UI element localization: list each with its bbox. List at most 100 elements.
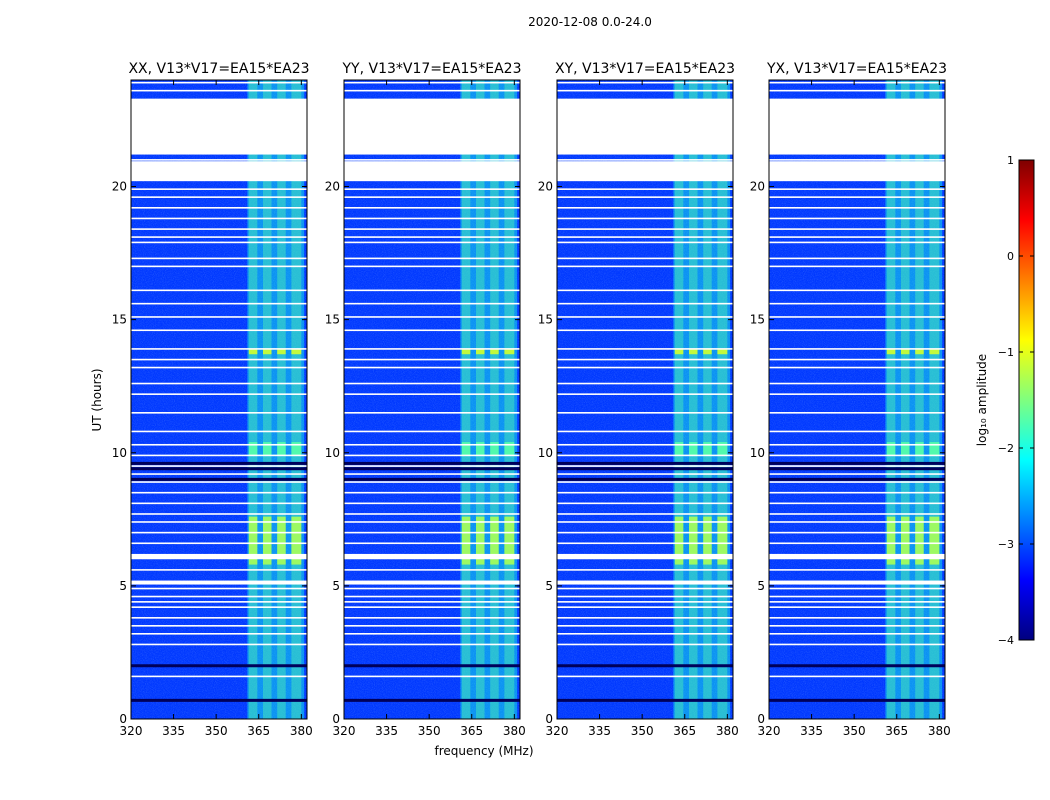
flag-line [344, 569, 520, 571]
panel-title: YY, V13*V17=EA15*EA23 [342, 61, 522, 77]
strong-rfi [248, 348, 258, 355]
rfi-band [460, 80, 518, 719]
strong-rfi [901, 348, 910, 355]
flag-line [344, 302, 520, 305]
panel-xy-image [557, 80, 733, 719]
flag-line [557, 228, 733, 230]
flag-line [557, 196, 733, 198]
strong-rfi [277, 516, 286, 565]
flag-line [769, 521, 945, 523]
rfi-channel [291, 80, 302, 719]
strong-rfi [476, 348, 485, 355]
strong-rfi [674, 442, 684, 456]
flag-line [769, 675, 945, 678]
rfi-channel [476, 80, 485, 719]
rfi-channel [490, 80, 499, 719]
flag-line [344, 473, 520, 475]
flag-line [769, 412, 945, 414]
flag-line [769, 302, 945, 305]
flag-line [557, 207, 733, 209]
colorbar: −4 −3 −2 −1 0 1 log₁₀ amplitude [975, 154, 1035, 647]
flag-line [557, 443, 733, 446]
flag-line [344, 481, 520, 483]
flag-line [131, 473, 307, 475]
flag-line [557, 316, 733, 318]
flag-line [769, 81, 945, 84]
flag-line [131, 366, 307, 369]
flag-line [131, 236, 307, 238]
flag-line [557, 465, 733, 467]
strong-rfi [490, 442, 499, 456]
dark-line [344, 467, 520, 471]
y-tick-label: 20 [538, 180, 553, 194]
rfi-channel [277, 80, 286, 719]
colorbar-label: log₁₀ amplitude [975, 354, 989, 446]
flag-line [131, 412, 307, 414]
strong-rfi [703, 442, 712, 456]
x-tick-label: 350 [843, 724, 866, 738]
colorbar-gradient [1018, 159, 1035, 641]
flagged-interval [131, 98, 307, 155]
flag-line [557, 595, 733, 598]
flag-line [557, 675, 733, 678]
flag-line [344, 430, 520, 433]
flagged-interval [131, 580, 307, 585]
flag-line [344, 491, 520, 494]
flag-line [344, 228, 520, 230]
y-tick-label: 0 [119, 712, 127, 726]
dark-line [769, 477, 945, 481]
strong-rfi [490, 516, 499, 565]
y-tick-label: 5 [757, 579, 765, 593]
flag-line [769, 241, 945, 244]
x-tick-label: 320 [120, 724, 143, 738]
flag-line [557, 521, 733, 523]
panel-title: XY, V13*V17=EA15*EA23 [555, 61, 735, 77]
strong-rfi [717, 348, 728, 355]
flag-line [769, 236, 945, 238]
flag-line [131, 454, 307, 457]
x-tick-label: 320 [758, 724, 781, 738]
flag-line [557, 217, 733, 220]
flag-line [131, 145, 307, 148]
strong-rfi [504, 348, 515, 355]
flag-line [131, 228, 307, 230]
flag-line [344, 145, 520, 148]
dark-line [344, 477, 520, 481]
strong-rfi [476, 442, 485, 456]
flagged-interval [769, 553, 945, 560]
flag-line [344, 382, 520, 385]
flag-line [131, 257, 307, 260]
flag-line [769, 289, 945, 292]
flag-line [769, 265, 945, 268]
flag-line [344, 196, 520, 198]
strong-rfi [886, 348, 896, 355]
rfi-channel [263, 80, 272, 719]
figure-suptitle: 2020-12-08 0.0-24.0 [528, 15, 652, 29]
dark-line [344, 461, 520, 465]
flag-line [557, 302, 733, 305]
flagged-interval [769, 98, 945, 155]
flag-line [557, 513, 733, 515]
colorbar-tick-label: −3 [998, 538, 1014, 551]
x-tick-label: 335 [588, 724, 611, 738]
flag-line [557, 265, 733, 268]
strong-rfi [915, 348, 924, 355]
flag-line [557, 329, 733, 332]
strong-rfi [886, 516, 896, 565]
x-tick-label: 365 [673, 724, 696, 738]
strong-rfi [689, 516, 698, 565]
panel-xx-image [131, 80, 307, 719]
flag-line [131, 348, 307, 350]
y-tick-label: 15 [112, 313, 127, 327]
flag-line [344, 217, 520, 220]
flag-line [557, 89, 733, 92]
flag-line [344, 542, 520, 545]
dark-line [344, 698, 520, 702]
spectrogram-panels: 320 335 350 365 380 0 5 10 15 20 XX, V13*V17=EA15*… [112, 61, 951, 738]
flag-line [131, 207, 307, 209]
x-tick-label: 320 [333, 724, 356, 738]
flag-line [344, 643, 520, 646]
x-tick-label: 320 [546, 724, 569, 738]
rfi-channel [248, 80, 258, 719]
flag-line [131, 89, 307, 92]
